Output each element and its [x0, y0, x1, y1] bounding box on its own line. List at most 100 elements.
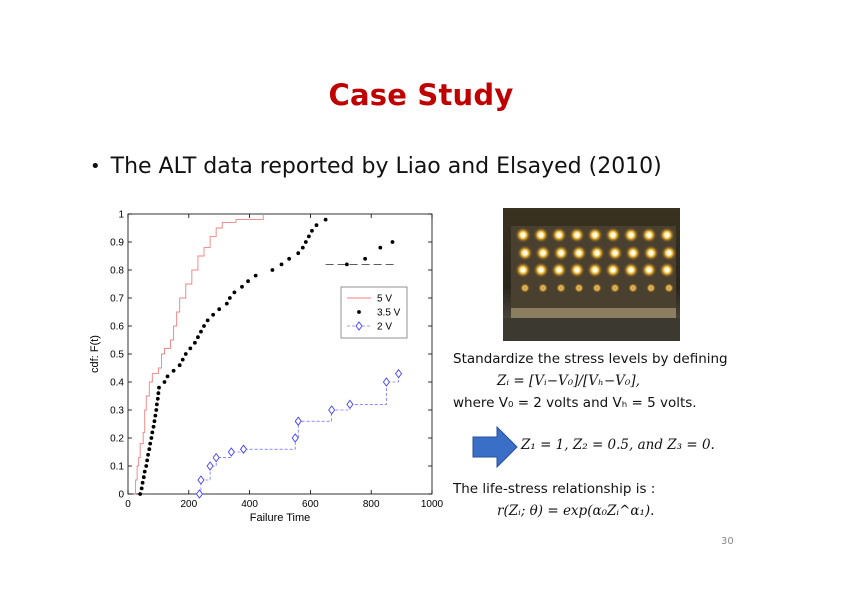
series-3.5v-point: [205, 318, 210, 323]
series-3.5v-point: [180, 357, 185, 362]
x-tick-label: 1000: [421, 499, 444, 510]
lamp-test-rig-photo: [503, 208, 680, 341]
lamp-bulb: [520, 232, 526, 238]
x-tick-label: 600: [302, 499, 319, 510]
legend-box: [340, 286, 408, 339]
y-tick-label: 0.4: [110, 378, 124, 389]
series-3.5v-point: [310, 228, 314, 233]
lamp-bulb: [667, 286, 671, 290]
lamp-bulb: [594, 250, 600, 256]
y-tick-label: 0.6: [110, 322, 124, 333]
lamp-bulb: [631, 286, 635, 290]
lamp-bulb: [576, 250, 582, 256]
series-3.5v-point: [323, 217, 328, 222]
y-tick-label: 0.8: [110, 266, 124, 277]
lamp-bulb: [522, 250, 528, 256]
series-2v-point: [239, 444, 248, 454]
where-text: where V₀ = 2 volts and Vₕ = 5 volts.: [453, 395, 697, 411]
series-3.5v-point: [363, 256, 368, 261]
series-3.5v-point: [154, 402, 159, 407]
series-2v-point: [382, 377, 390, 387]
y-tick-label: 1: [118, 210, 124, 221]
y-axis-label: cdf: F(t): [89, 335, 101, 373]
series-3.5v-point: [145, 458, 150, 463]
lamp-bulb: [538, 232, 544, 238]
x-tick-label: 400: [241, 499, 258, 510]
plot-area: [127, 213, 433, 495]
legend-label: 3.5 V: [377, 308, 401, 319]
lamp-bulb: [648, 250, 654, 256]
series-3.5v-point: [300, 245, 305, 250]
series-3.5v-point: [188, 346, 193, 351]
series-3.5v-point: [162, 380, 167, 384]
series-3.5v-point: [171, 368, 176, 373]
lamp-bulb: [523, 286, 527, 290]
lamp-bulb: [577, 286, 581, 290]
lamp-bulb: [556, 267, 562, 273]
series-3.5v-point: [202, 324, 206, 328]
series-3.5v-point: [303, 240, 308, 244]
x-tick-label: 800: [363, 499, 380, 510]
lamp-bulb: [613, 286, 617, 290]
series-3.5v-point: [240, 284, 244, 289]
series-3.5v-point: [211, 312, 216, 317]
series-3.5v-point: [344, 262, 349, 267]
lamp-bulb: [628, 267, 634, 273]
y-tick-label: 0.2: [110, 434, 124, 445]
series-2v-line: [199, 373, 399, 495]
x-tick-label: 200: [180, 499, 197, 510]
series-2v-point: [394, 368, 403, 379]
lifestress-text: The life-stress relationship is :: [453, 481, 656, 497]
slide-title: Case Study: [328, 78, 514, 112]
lamp-bulb: [610, 232, 616, 238]
lamp-bulb: [574, 232, 580, 238]
series-3.5v-point: [199, 329, 203, 334]
lamp-bulb: [520, 267, 526, 273]
lamp-bulb: [664, 267, 670, 273]
series-3.5v-point: [296, 251, 301, 256]
lamp-bulb: [646, 232, 652, 238]
series-2v-point: [294, 416, 302, 426]
series-2v-point: [212, 452, 220, 463]
lamp-bulb: [628, 232, 634, 238]
series-3.5v-point: [192, 340, 197, 345]
series-3.5v-point: [140, 480, 145, 485]
lamp-bulb: [540, 250, 546, 256]
series-3.5v-point: [227, 296, 232, 300]
series-2v-point: [197, 475, 205, 485]
bullet-text: The ALT data reported by Liao and Elsaye…: [110, 154, 662, 179]
series-3.5v-point: [314, 223, 319, 228]
r-formula: r(Zᵢ; θ) = exp(α₀Zᵢ^α₁).: [497, 503, 655, 519]
lamp-bulb: [595, 286, 599, 290]
series-3.5v-point: [149, 436, 154, 440]
series-2v-point: [195, 489, 204, 499]
bullet-item: • The ALT data reported by Liao and Elsa…: [90, 154, 662, 179]
legend-2v-swatch: [355, 321, 363, 331]
series-3.5v-point: [139, 486, 144, 491]
series-3.5v-point: [154, 408, 159, 412]
lamp-bulb: [666, 250, 672, 256]
lamp-bulb: [592, 267, 598, 273]
lamp-bulb: [592, 232, 598, 238]
series-3.5v-point: [165, 374, 170, 379]
series-3.5v-point: [253, 273, 258, 278]
series-3.5v-point: [232, 290, 237, 295]
lamp-bulb: [556, 232, 562, 238]
y-tick-label: 0: [118, 490, 124, 501]
y-tick-label: 0.5: [110, 350, 124, 361]
lamp-bulb: [610, 267, 616, 273]
series-3.5v-point: [287, 256, 292, 261]
series-3.5v-point: [306, 234, 311, 239]
right-arrow-icon: [472, 426, 518, 468]
series-3.5v-point: [138, 492, 143, 496]
y-tick-label: 0.7: [110, 294, 124, 305]
y-tick-label: 0.9: [110, 238, 124, 249]
series-2v-point: [328, 405, 336, 415]
lamp-bulb: [612, 250, 618, 256]
page-number: 30: [721, 536, 734, 547]
series-3.5v-point: [151, 424, 156, 429]
series-3.5v-point: [141, 475, 146, 480]
legend-3.5v-swatch: [357, 310, 361, 314]
x-axis-label: Failure Time: [250, 512, 311, 524]
series-3.5v-point: [390, 240, 395, 244]
